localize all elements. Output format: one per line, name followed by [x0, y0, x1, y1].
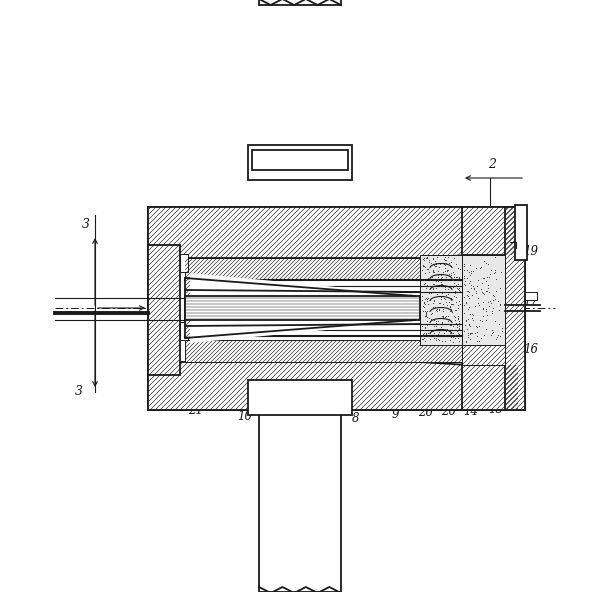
Text: 21: 21 [188, 404, 203, 417]
Text: 22: 22 [153, 244, 168, 257]
Polygon shape [148, 245, 180, 375]
Text: 19: 19 [523, 245, 538, 258]
Text: 14: 14 [463, 405, 478, 418]
Polygon shape [185, 340, 462, 362]
Polygon shape [462, 365, 518, 410]
Text: 10: 10 [237, 410, 252, 423]
Text: 16: 16 [523, 343, 538, 356]
Polygon shape [185, 278, 415, 338]
Text: 2: 2 [488, 158, 496, 171]
Bar [525, 292, 537, 300]
Text: 9: 9 [392, 408, 400, 421]
Bar [252, 150, 348, 170]
Bar [148, 255, 515, 362]
Text: 26: 26 [418, 406, 433, 419]
Bar [259, 412, 341, 592]
Text: 25: 25 [155, 330, 170, 343]
Text: 20: 20 [441, 405, 456, 418]
Bar [180, 322, 188, 340]
Polygon shape [148, 362, 515, 410]
Text: 18: 18 [265, 297, 280, 310]
Polygon shape [462, 207, 518, 255]
Polygon shape [190, 273, 410, 343]
Text: 13: 13 [383, 297, 398, 310]
Bar [248, 380, 352, 415]
Text: 3: 3 [75, 385, 83, 398]
Text: 15: 15 [488, 403, 503, 416]
Bar [462, 255, 505, 365]
Polygon shape [148, 207, 515, 258]
Bar [515, 205, 527, 260]
Polygon shape [185, 258, 462, 280]
Polygon shape [462, 345, 505, 365]
Text: 11: 11 [325, 297, 340, 310]
Bar [259, 0, 341, 5]
Bar [248, 145, 352, 180]
Text: 3: 3 [82, 218, 90, 231]
Text: 8: 8 [352, 412, 359, 425]
Polygon shape [505, 207, 525, 410]
Bar [462, 255, 505, 345]
Text: 24: 24 [155, 345, 170, 358]
Text: 17: 17 [523, 295, 538, 308]
Text: 12: 12 [207, 298, 222, 311]
Bar [180, 254, 188, 272]
Bar [185, 296, 420, 320]
Bar [420, 255, 462, 345]
